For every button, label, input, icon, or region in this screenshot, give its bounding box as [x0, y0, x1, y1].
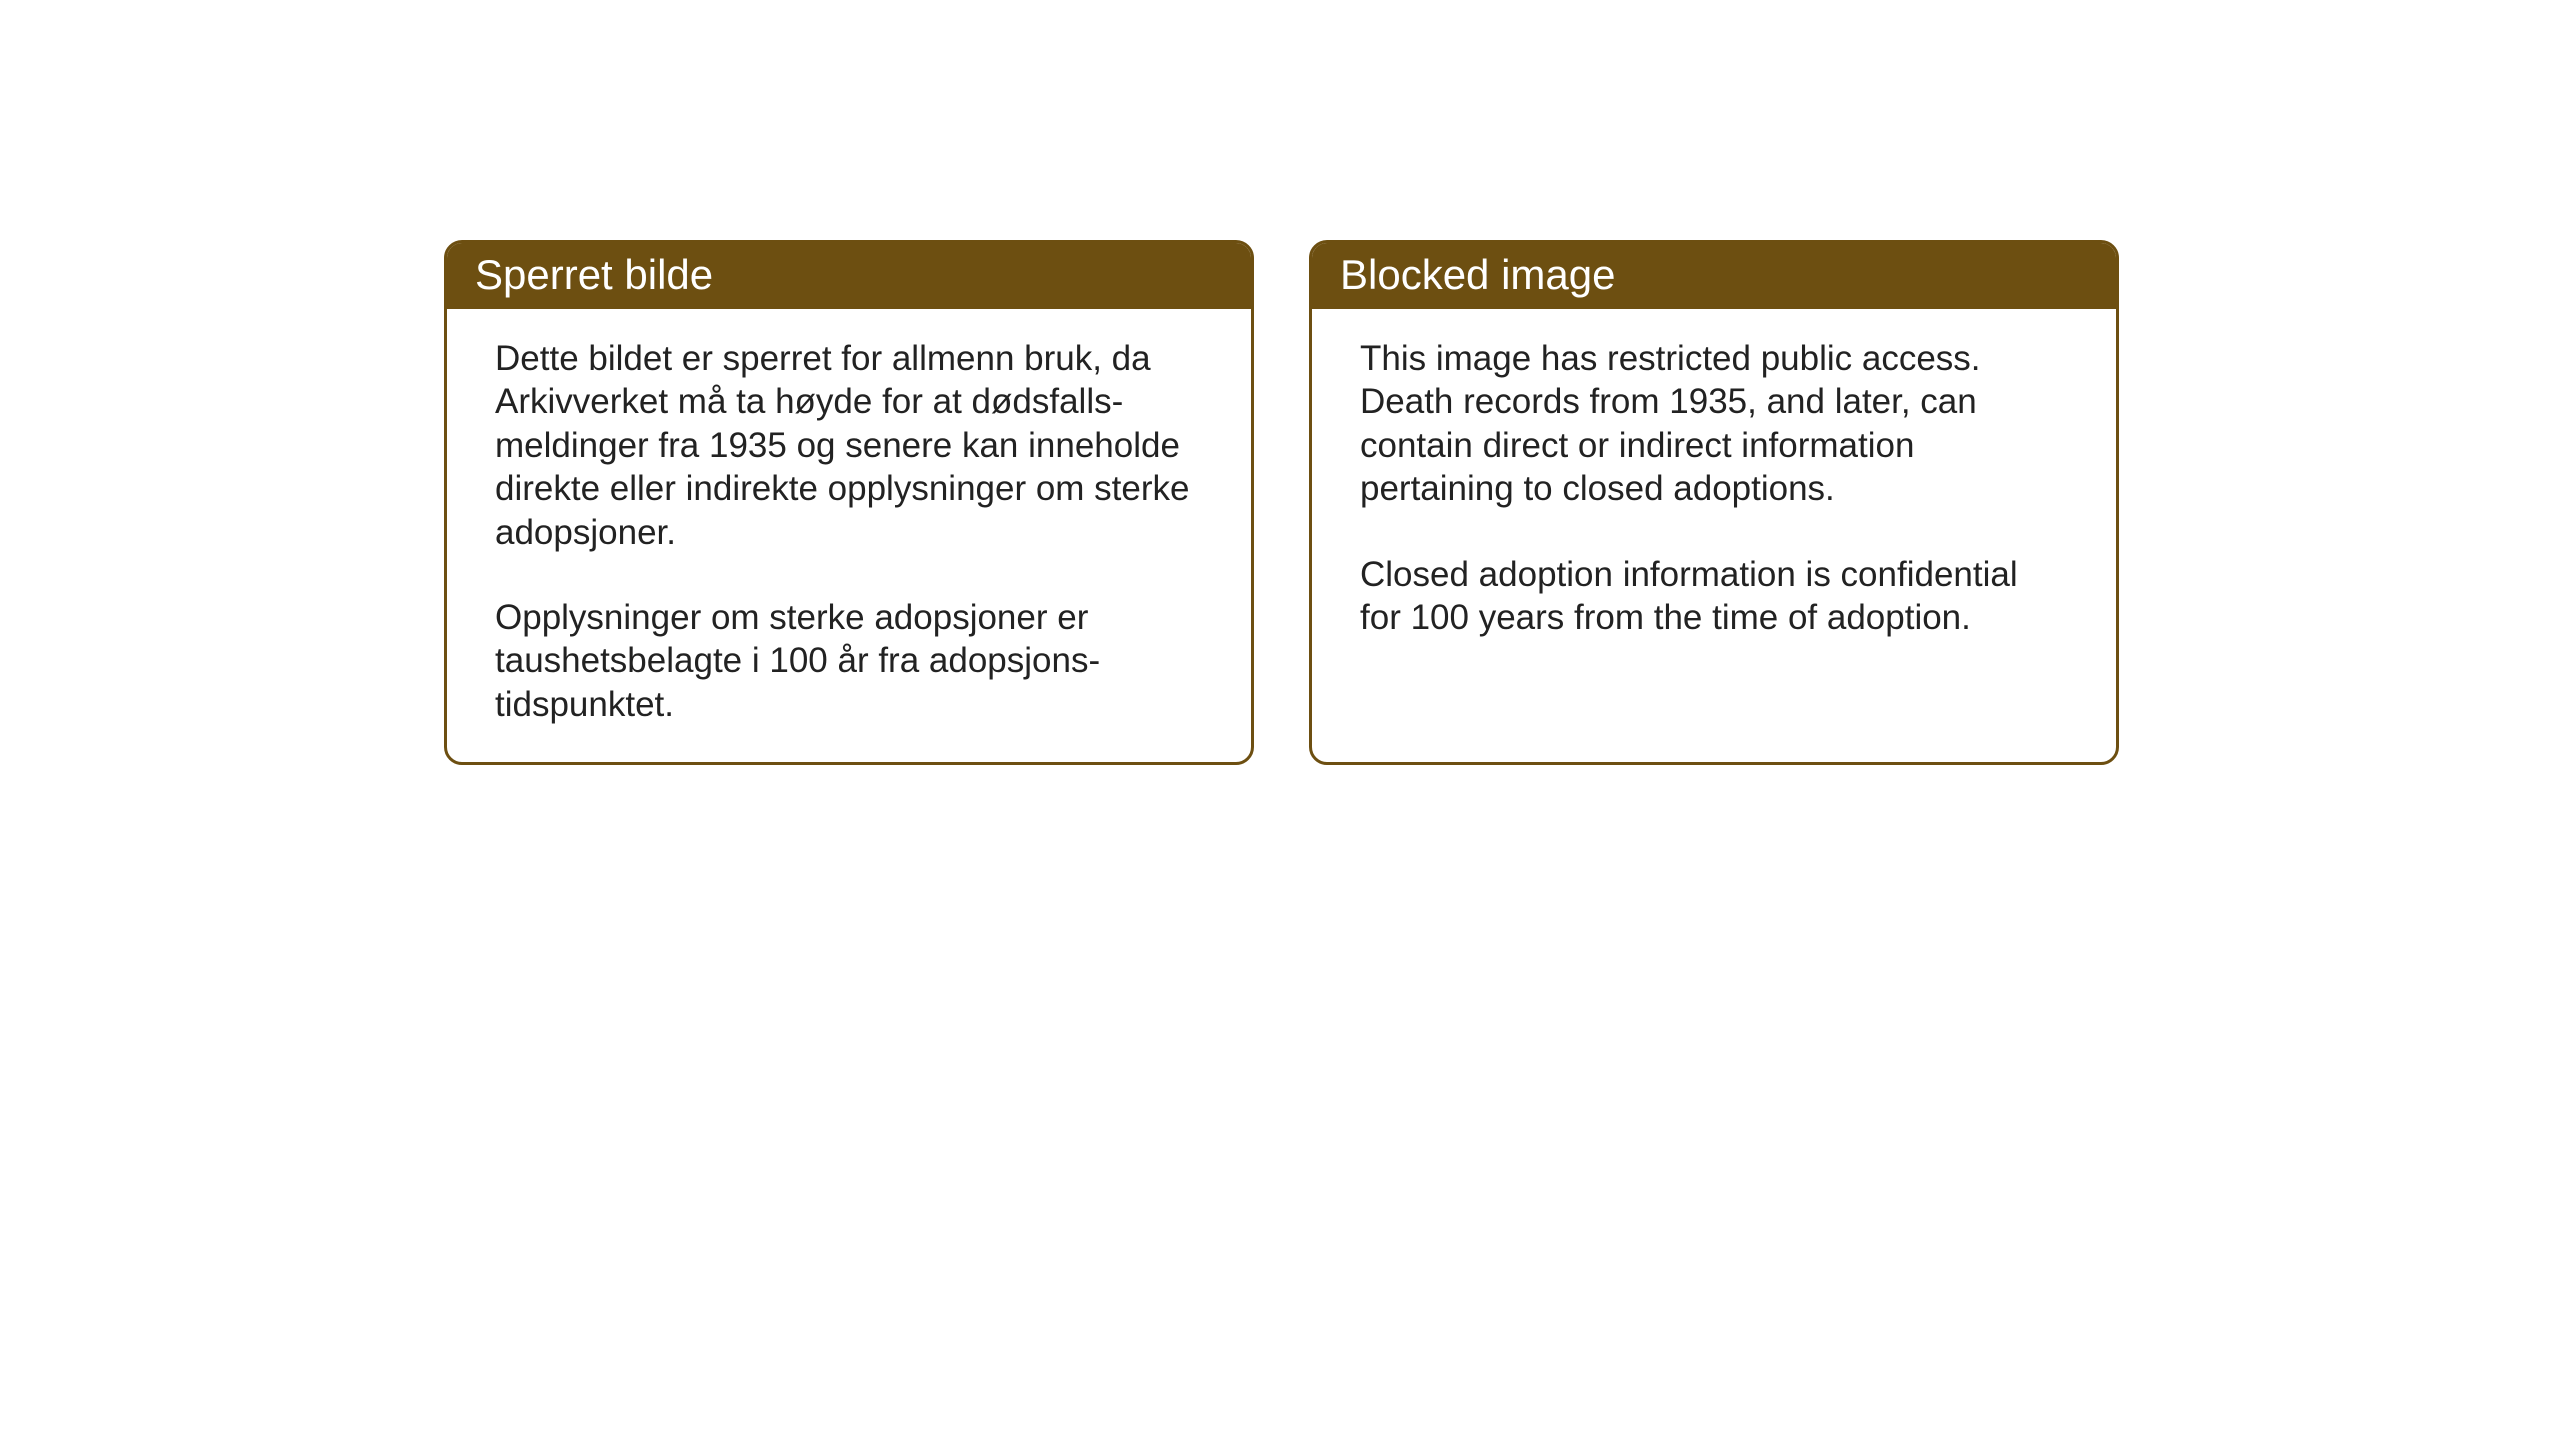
- notice-body-english: This image has restricted public access.…: [1312, 309, 2116, 749]
- notice-paragraph-1-norwegian: Dette bildet er sperret for allmenn bruk…: [495, 337, 1203, 554]
- notice-container: Sperret bilde Dette bildet er sperret fo…: [444, 240, 2119, 765]
- notice-paragraph-2-english: Closed adoption information is confident…: [1360, 553, 2068, 640]
- notice-title-english: Blocked image: [1312, 243, 2116, 309]
- notice-card-english: Blocked image This image has restricted …: [1309, 240, 2119, 765]
- notice-body-norwegian: Dette bildet er sperret for allmenn bruk…: [447, 309, 1251, 762]
- notice-paragraph-2-norwegian: Opplysninger om sterke adopsjoner er tau…: [495, 596, 1203, 726]
- notice-paragraph-1-english: This image has restricted public access.…: [1360, 337, 2068, 511]
- notice-card-norwegian: Sperret bilde Dette bildet er sperret fo…: [444, 240, 1254, 765]
- notice-title-norwegian: Sperret bilde: [447, 243, 1251, 309]
